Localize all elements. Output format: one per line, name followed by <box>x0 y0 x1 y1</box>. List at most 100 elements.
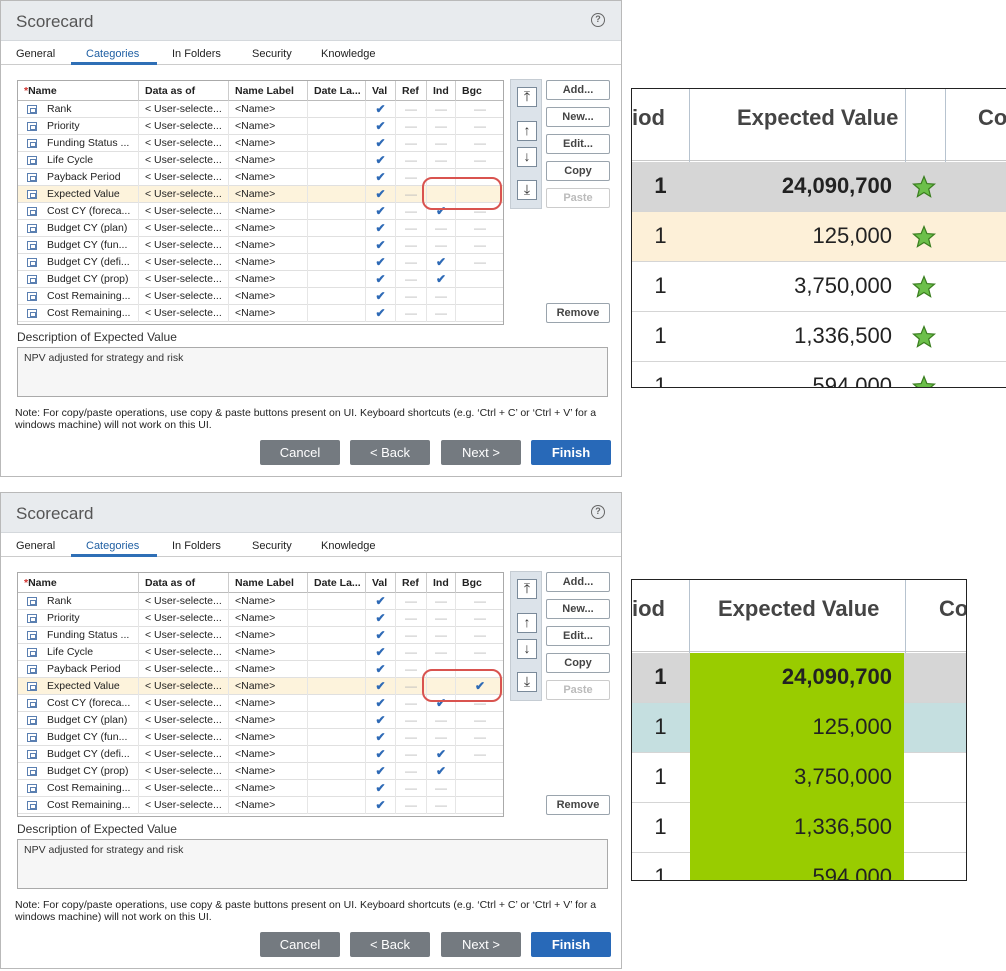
cell-bgc[interactable]: — <box>456 254 503 271</box>
tab-general[interactable]: General <box>16 48 56 60</box>
copy-button[interactable]: Copy <box>546 161 610 181</box>
column-header-name-label[interactable]: Name Label <box>229 573 308 593</box>
table-row[interactable]: Budget CY (defi... < User-selecte... <Name… <box>18 254 503 271</box>
cell-val[interactable]: ✔ <box>366 305 396 322</box>
table-row[interactable]: Cost CY (foreca... < User-selecte... <Name… <box>18 203 503 220</box>
column-header-ref[interactable]: Ref <box>396 81 427 101</box>
cell-ind[interactable]: ✔ <box>427 695 456 712</box>
cell-bgc[interactable] <box>456 797 503 814</box>
column-header-date-label[interactable]: Date La... <box>308 573 366 593</box>
cell-bgc[interactable] <box>456 763 503 780</box>
column-header-data-as-of[interactable]: Data as of <box>139 573 229 593</box>
move-top-icon[interactable]: ⤒ <box>517 579 537 599</box>
table-row[interactable]: Rank < User-selecte... <Name> ✔ — — — <box>18 101 503 118</box>
cell-bgc[interactable] <box>456 271 503 288</box>
cancel-button[interactable]: Cancel <box>260 932 340 957</box>
cell-ref[interactable]: — <box>396 186 427 203</box>
tab-categories[interactable]: Categories <box>86 48 140 60</box>
cell-val[interactable]: ✔ <box>366 169 396 186</box>
move-top-icon[interactable]: ⤒ <box>517 87 537 107</box>
cell-ind[interactable] <box>427 678 456 695</box>
table-row[interactable]: Cost Remaining... < User-selecte... <Name>… <box>18 288 503 305</box>
cell-ind[interactable]: — <box>427 780 456 797</box>
new-button[interactable]: New... <box>546 107 610 127</box>
cell-val[interactable]: ✔ <box>366 746 396 763</box>
cell-ref[interactable]: — <box>396 271 427 288</box>
cell-bgc[interactable]: — <box>456 627 503 644</box>
cell-ind[interactable]: — <box>427 135 456 152</box>
cell-ref[interactable]: — <box>396 610 427 627</box>
table-row[interactable]: Budget CY (plan) < User-selecte... <Name> ✔… <box>18 220 503 237</box>
edit-button[interactable]: Edit... <box>546 626 610 646</box>
cell-val[interactable]: ✔ <box>366 610 396 627</box>
cell-bgc[interactable] <box>456 780 503 797</box>
cell-ind[interactable]: — <box>427 627 456 644</box>
table-row[interactable]: Life Cycle < User-selecte... <Name> ✔ — — — <box>18 152 503 169</box>
cell-val[interactable]: ✔ <box>366 203 396 220</box>
table-row[interactable]: Life Cycle < User-selecte... <Name> ✔ — — — <box>18 644 503 661</box>
cell-val[interactable]: ✔ <box>366 661 396 678</box>
table-row[interactable]: Expected Value < User-selecte... <Name> ✔ — ✔ <box>18 678 503 695</box>
table-row[interactable]: Budget CY (fun... < User-selecte... <Name>… <box>18 729 503 746</box>
column-header-date-label[interactable]: Date La... <box>308 81 366 101</box>
table-row[interactable]: Funding Status ... < User-selecte... <Name… <box>18 627 503 644</box>
cell-ind[interactable]: — <box>427 152 456 169</box>
column-header-bgc[interactable]: Bgc <box>456 81 503 101</box>
cell-bgc[interactable]: — <box>456 220 503 237</box>
table-row[interactable]: Priority < User-selecte... <Name> ✔ — — — <box>18 610 503 627</box>
cell-val[interactable]: ✔ <box>366 152 396 169</box>
cell-ref[interactable]: — <box>396 254 427 271</box>
cell-bgc[interactable]: — <box>456 712 503 729</box>
column-header-val[interactable]: Val <box>366 573 396 593</box>
cell-bgc[interactable]: — <box>456 729 503 746</box>
cell-ind[interactable]: — <box>427 610 456 627</box>
copy-button[interactable]: Copy <box>546 653 610 673</box>
cell-ref[interactable]: — <box>396 152 427 169</box>
cell-ref[interactable]: — <box>396 118 427 135</box>
cell-ind[interactable]: ✔ <box>427 254 456 271</box>
cell-val[interactable]: ✔ <box>366 135 396 152</box>
column-header-bgc[interactable]: Bgc <box>456 573 503 593</box>
cell-val[interactable]: ✔ <box>366 780 396 797</box>
cell-ind[interactable]: — <box>427 220 456 237</box>
cell-ref[interactable]: — <box>396 101 427 118</box>
new-button[interactable]: New... <box>546 599 610 619</box>
next-button[interactable]: Next > <box>441 440 521 465</box>
description-field[interactable]: NPV adjusted for strategy and risk <box>17 839 608 889</box>
cell-ind[interactable]: ✔ <box>427 763 456 780</box>
cell-val[interactable]: ✔ <box>366 271 396 288</box>
move-up-icon[interactable]: ↑ <box>517 121 537 141</box>
table-row[interactable]: Priority < User-selecte... <Name> ✔ — — — <box>18 118 503 135</box>
cell-bgc[interactable] <box>456 288 503 305</box>
cell-ind[interactable]: — <box>427 644 456 661</box>
remove-button[interactable]: Remove <box>546 303 610 323</box>
cancel-button[interactable]: Cancel <box>260 440 340 465</box>
cell-val[interactable]: ✔ <box>366 220 396 237</box>
column-header-name-label[interactable]: Name Label <box>229 81 308 101</box>
cell-ref[interactable]: — <box>396 780 427 797</box>
cell-bgc[interactable]: — <box>456 152 503 169</box>
cell-ref[interactable]: — <box>396 305 427 322</box>
cell-ind[interactable]: — <box>427 118 456 135</box>
cell-val[interactable]: ✔ <box>366 797 396 814</box>
column-header-name[interactable]: *Name <box>18 573 139 593</box>
table-row[interactable]: Budget CY (defi... < User-selecte... <Name… <box>18 746 503 763</box>
finish-button[interactable]: Finish <box>531 932 611 957</box>
move-bottom-icon[interactable]: ⤓ <box>517 180 537 200</box>
cell-val[interactable]: ✔ <box>366 254 396 271</box>
paste-button[interactable]: Paste <box>546 188 610 208</box>
cell-bgc[interactable]: — <box>456 237 503 254</box>
cell-ind[interactable]: — <box>427 305 456 322</box>
table-row[interactable]: Budget CY (fun... < User-selecte... <Name>… <box>18 237 503 254</box>
cell-ref[interactable]: — <box>396 135 427 152</box>
add-button[interactable]: Add... <box>546 572 610 592</box>
table-row[interactable]: Budget CY (plan) < User-selecte... <Name> ✔… <box>18 712 503 729</box>
cell-val[interactable]: ✔ <box>366 712 396 729</box>
column-header-val[interactable]: Val <box>366 81 396 101</box>
cell-bgc[interactable]: — <box>456 203 503 220</box>
cell-ref[interactable]: — <box>396 695 427 712</box>
cell-ref[interactable]: — <box>396 288 427 305</box>
cell-bgc[interactable]: — <box>456 610 503 627</box>
cell-ind[interactable]: ✔ <box>427 271 456 288</box>
help-icon[interactable]: ? <box>591 13 605 27</box>
